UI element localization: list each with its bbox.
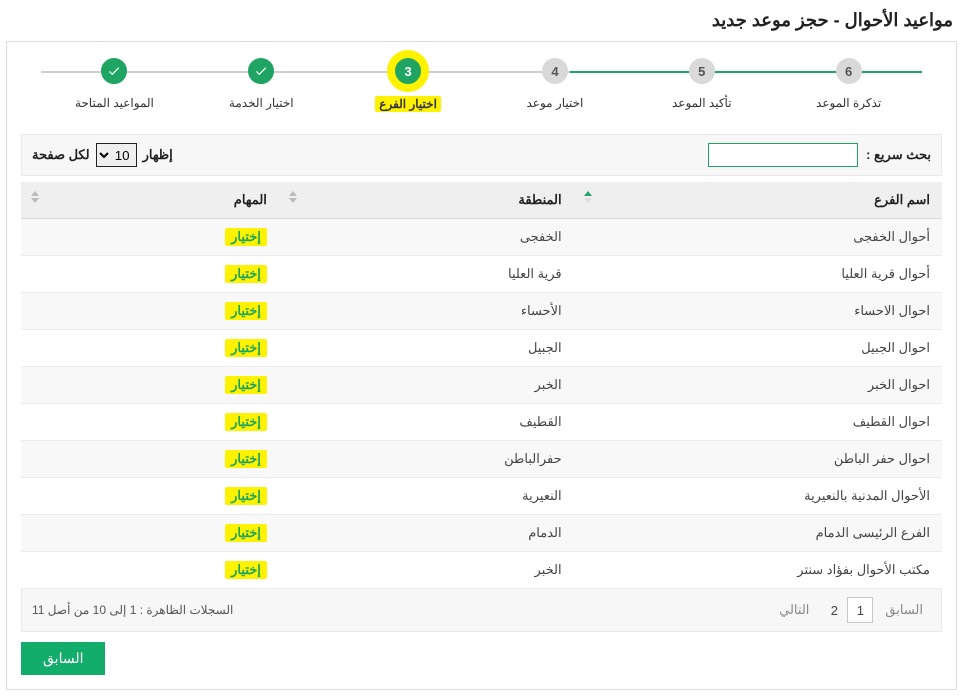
step-تأكيد الموعد: 5 تأكيد الموعد [628, 58, 775, 110]
check-icon [107, 64, 121, 78]
select-branch-link[interactable]: إختيار [225, 413, 267, 431]
length-suffix: لكل صفحة [32, 147, 90, 163]
step-circle: 3 [395, 58, 421, 84]
step-circle [248, 58, 274, 84]
select-branch-link[interactable]: إختيار [225, 376, 267, 394]
table-row: احوال الخبرالخبر إختيار [21, 367, 942, 404]
branches-tbody: أحوال الخفجىالخفجىإختيارأحوال قرية العلي… [21, 219, 942, 589]
cell-action: إختيار [21, 404, 279, 441]
step-label: اختيار الخدمة [229, 96, 294, 110]
step-اختيار موعد: 4 اختيار موعد [482, 58, 629, 110]
cell-region: الأحساء [279, 293, 574, 330]
table-row: أحوال قرية العلياقرية العليا إختيار [21, 256, 942, 293]
pagination-prev[interactable]: السابق [877, 598, 931, 622]
cell-action: إختيار [21, 441, 279, 478]
cell-branch: أحوال الخفجى [574, 219, 942, 256]
stepper: المواعيد المتاحة اختيار الخدمة 3 اختيار الف… [41, 58, 922, 112]
cell-region: الخفجى [279, 219, 574, 256]
cell-region: النعيرية [279, 478, 574, 515]
step-label: تأكيد الموعد [672, 96, 732, 110]
table-row: احوال الاحساءالأحساء إختيار [21, 293, 942, 330]
select-branch-link[interactable]: إختيار [225, 487, 267, 505]
step-circle: 6 [836, 58, 862, 84]
search-group: بحث سريع : [708, 143, 931, 167]
table-row: أحوال الخفجىالخفجى إختيار [21, 219, 942, 256]
cell-branch: الفرع الرئيسى الدمام [574, 515, 942, 552]
cell-action: إختيار [21, 367, 279, 404]
pagination-next[interactable]: التالي [771, 598, 817, 622]
cell-action: إختيار [21, 256, 279, 293]
pagination: السابق 12 التالي [771, 597, 931, 623]
select-branch-link[interactable]: إختيار [225, 228, 267, 246]
select-branch-link[interactable]: إختيار [225, 524, 267, 542]
col-header-branch-label: اسم الفرع [874, 192, 930, 207]
table-row: مكتب الأحوال بفؤاد سنترالخبر إختيار [21, 552, 942, 589]
step-المواعيد المتاحة: المواعيد المتاحة [41, 58, 188, 110]
cell-branch: الأحوال المدنية بالنعيرية [574, 478, 942, 515]
records-info: السجلات الظاهرة : 1 إلى 10 من أصل 11 [32, 603, 233, 617]
cell-region: حفرالباطن [279, 441, 574, 478]
cell-action: إختيار [21, 293, 279, 330]
length-prefix: إظهار [143, 147, 173, 163]
cell-branch: مكتب الأحوال بفؤاد سنتر [574, 552, 942, 589]
pagination-page-1[interactable]: 1 [847, 597, 873, 623]
cell-branch: احوال الخبر [574, 367, 942, 404]
cell-region: الدمام [279, 515, 574, 552]
step-circle: 5 [689, 58, 715, 84]
table-row: احوال حفر الباطنحفرالباطن إختيار [21, 441, 942, 478]
page-title: مواعيد الأحوال - حجز موعد جديد [6, 10, 957, 31]
table-row: الأحوال المدنية بالنعيريةالنعيرية إختيار [21, 478, 942, 515]
cell-action: إختيار [21, 552, 279, 589]
cell-region: الخبر [279, 552, 574, 589]
check-icon [254, 64, 268, 78]
select-branch-link[interactable]: إختيار [225, 302, 267, 320]
cell-action: إختيار [21, 330, 279, 367]
page-length-group: إظهار 10 لكل صفحة [32, 143, 173, 167]
cell-region: الخبر [279, 367, 574, 404]
table-footer: السابق 12 التالي السجلات الظاهرة : 1 إلى… [21, 589, 942, 632]
page-length-select[interactable]: 10 [96, 143, 137, 167]
step-اختيار الخدمة: اختيار الخدمة [188, 58, 335, 110]
step-label: المواعيد المتاحة [75, 96, 154, 110]
step-current: 3 اختيار الفرع [335, 58, 482, 112]
select-branch-link[interactable]: إختيار [225, 450, 267, 468]
cell-action: إختيار [21, 515, 279, 552]
booking-card: المواعيد المتاحة اختيار الخدمة 3 اختيار الف… [6, 41, 957, 690]
select-branch-link[interactable]: إختيار [225, 265, 267, 283]
cell-action: إختيار [21, 219, 279, 256]
step-تذكرة الموعد: 6 تذكرة الموعد [775, 58, 922, 110]
col-header-branch[interactable]: اسم الفرع [574, 182, 942, 219]
col-header-action-label: المهام [234, 192, 267, 207]
bottom-bar: السابق [21, 632, 942, 675]
branches-table: اسم الفرع المنطقة المهام أحوال الخفجىالخ… [21, 182, 942, 589]
cell-region: القطيف [279, 404, 574, 441]
table-toolbar: بحث سريع : إظهار 10 لكل صفحة [21, 134, 942, 176]
pagination-page-2[interactable]: 2 [821, 597, 847, 623]
cell-branch: احوال حفر الباطن [574, 441, 942, 478]
col-header-region-label: المنطقة [518, 192, 561, 207]
col-header-action[interactable]: المهام [21, 182, 279, 219]
select-branch-link[interactable]: إختيار [225, 561, 267, 579]
step-label: تذكرة الموعد [816, 96, 881, 110]
search-label: بحث سريع : [866, 147, 931, 163]
cell-branch: احوال الاحساء [574, 293, 942, 330]
cell-action: إختيار [21, 478, 279, 515]
step-label: اختيار موعد [527, 96, 584, 110]
search-input[interactable] [708, 143, 858, 167]
step-circle [101, 58, 127, 84]
cell-region: قرية العليا [279, 256, 574, 293]
cell-region: الجبيل [279, 330, 574, 367]
cell-branch: أحوال قرية العليا [574, 256, 942, 293]
cell-branch: احوال القطيف [574, 404, 942, 441]
table-row: الفرع الرئيسى الدمامالدمام إختيار [21, 515, 942, 552]
step-label: اختيار الفرع [375, 96, 441, 112]
table-row: احوال القطيفالقطيف إختيار [21, 404, 942, 441]
select-branch-link[interactable]: إختيار [225, 339, 267, 357]
table-row: احوال الجبيلالجبيل إختيار [21, 330, 942, 367]
cell-branch: احوال الجبيل [574, 330, 942, 367]
step-circle: 4 [542, 58, 568, 84]
col-header-region[interactable]: المنطقة [279, 182, 574, 219]
